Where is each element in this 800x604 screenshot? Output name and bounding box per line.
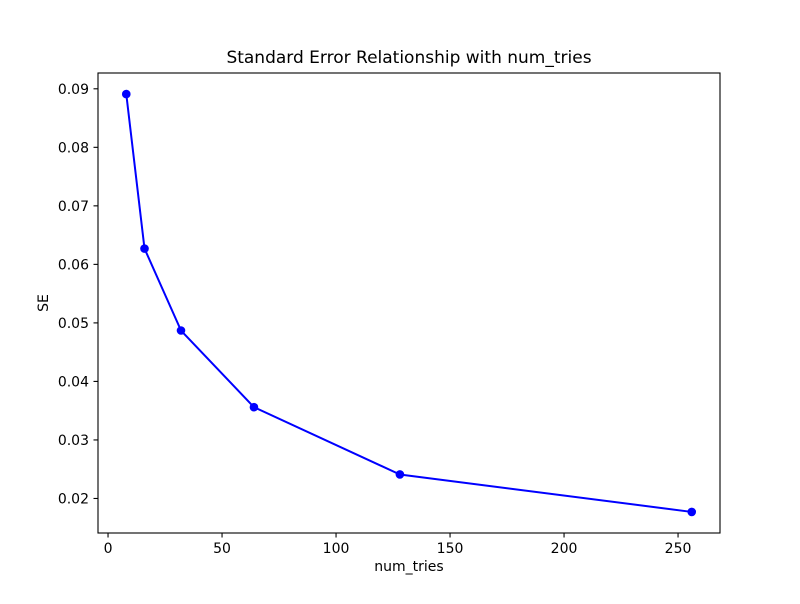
y-tick-label: 0.04: [58, 374, 89, 390]
y-axis-label: SE: [36, 294, 52, 312]
data-point: [395, 470, 405, 479]
axes-border: [97, 72, 721, 534]
x-tick-label: 100: [323, 541, 350, 557]
x-tick-label: 150: [437, 541, 464, 557]
plot-area: 0 50 100 150 200 250 0.02 0.03 0.04 0.05 0.06 0.07 0…: [58, 82, 697, 557]
data-point: [176, 326, 186, 335]
data-point: [121, 89, 131, 99]
data-point: [140, 244, 149, 253]
x-tick-label: 0: [104, 541, 113, 557]
x-tick-label: 200: [551, 541, 578, 557]
data-point: [249, 402, 259, 412]
y-tick-label: 0.09: [58, 82, 89, 98]
data-point: [687, 507, 697, 517]
y-tick-label: 0.03: [58, 433, 89, 449]
y-tick-label: 0.06: [58, 257, 89, 273]
x-tick-label: 50: [213, 541, 231, 557]
y-tick-label: 0.08: [58, 140, 89, 156]
y-tick-label: 0.02: [58, 491, 89, 507]
series-line: [125, 93, 693, 513]
y-tick-label: 0.05: [58, 316, 89, 332]
x-axis-label: num_tries: [374, 559, 443, 575]
x-tick-label: 250: [665, 541, 692, 557]
chart-title: Standard Error Relationship with num_tri…: [226, 48, 591, 68]
y-tick-label: 0.07: [58, 199, 89, 215]
